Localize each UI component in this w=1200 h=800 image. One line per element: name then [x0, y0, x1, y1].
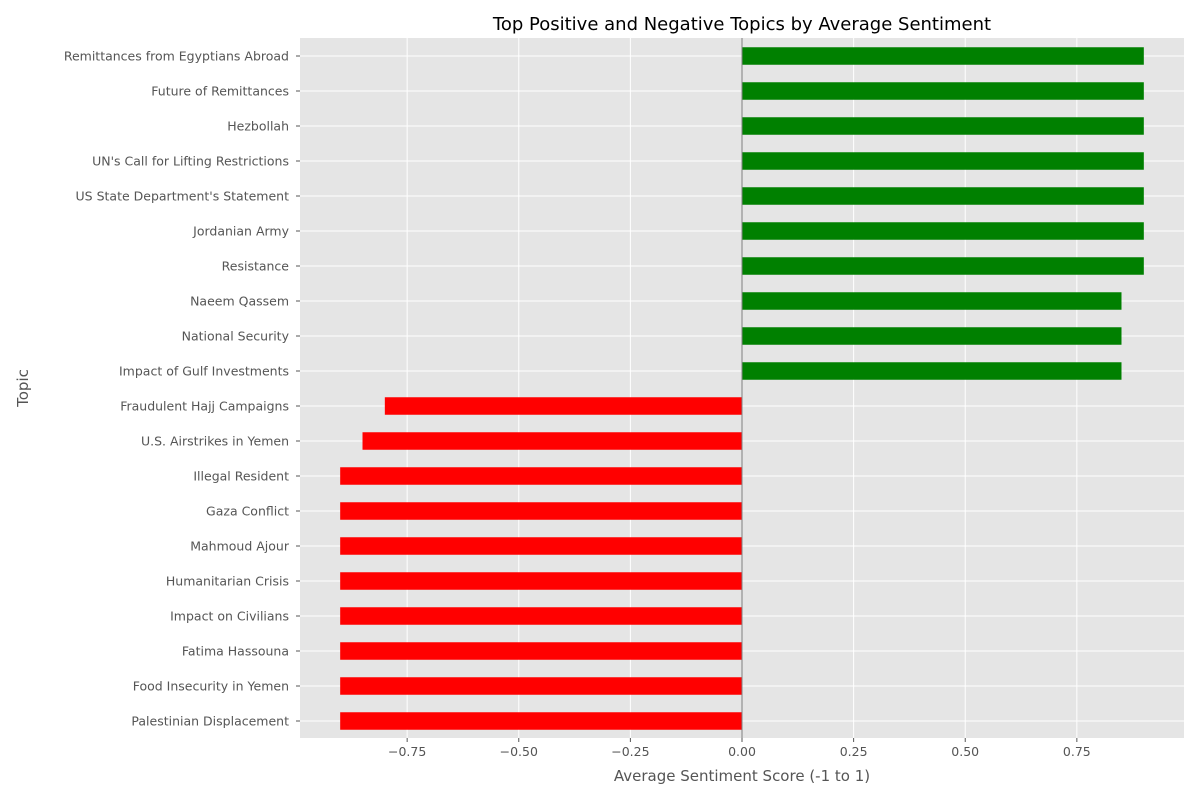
y-tick-label: Hezbollah: [227, 119, 289, 134]
y-tick-label: Gaza Conflict: [206, 504, 289, 519]
y-tick-label: Palestinian Displacement: [131, 714, 289, 729]
bar-16: [340, 607, 742, 625]
y-tick-label: Humanitarian Crisis: [166, 574, 289, 589]
bar-12: [340, 467, 742, 485]
x-tick-label: 0.50: [951, 744, 979, 759]
bar-18: [340, 677, 742, 695]
x-axis-label: Average Sentiment Score (-1 to 1): [614, 767, 870, 785]
y-tick-label: Food Insecurity in Yemen: [133, 679, 289, 694]
x-tick-label: −0.50: [500, 744, 538, 759]
bar-1: [742, 82, 1144, 100]
bar-15: [340, 572, 742, 590]
y-tick-label: National Security: [182, 329, 290, 344]
bar-8: [742, 327, 1122, 345]
bar-9: [742, 362, 1122, 380]
bar-14: [340, 537, 742, 555]
x-tick-label: −0.75: [388, 744, 426, 759]
x-tick-label: 0.25: [840, 744, 868, 759]
x-tick-label: 0.75: [1063, 744, 1091, 759]
y-tick-label: US State Department's Statement: [76, 189, 290, 204]
y-tick-labels: Remittances from Egyptians Abroad Future …: [64, 49, 300, 729]
y-tick-label: Fatima Hassouna: [182, 644, 289, 659]
y-tick-label: Resistance: [222, 259, 290, 274]
bar-7: [742, 292, 1122, 310]
x-tick-labels: −0.75 −0.50 −0.25 0.00 0.25 0.50 0.75: [388, 738, 1091, 759]
y-tick-label: Jordanian Army: [192, 224, 289, 239]
bar-11: [362, 432, 742, 450]
y-tick-label: Naeem Qassem: [190, 294, 289, 309]
y-tick-label: Future of Remittances: [151, 84, 289, 99]
y-axis-label: Topic: [14, 369, 32, 408]
y-tick-label: UN's Call for Lifting Restrictions: [92, 154, 289, 169]
chart-title: Top Positive and Negative Topics by Aver…: [492, 14, 991, 35]
bar-3: [742, 152, 1144, 170]
bar-19: [340, 712, 742, 730]
y-tick-label: Impact of Gulf Investments: [119, 364, 289, 379]
y-tick-label: U.S. Airstrikes in Yemen: [141, 434, 289, 449]
y-tick-label: Mahmoud Ajour: [190, 539, 290, 554]
bars: [340, 47, 1144, 730]
bar-5: [742, 222, 1144, 240]
bar-13: [340, 502, 742, 520]
x-tick-label: −0.25: [611, 744, 649, 759]
bar-0: [742, 47, 1144, 65]
x-tick-label: 0.00: [728, 744, 756, 759]
bar-2: [742, 117, 1144, 135]
bar-6: [742, 257, 1144, 275]
y-tick-label: Remittances from Egyptians Abroad: [64, 49, 289, 64]
y-tick-label: Fraudulent Hajj Campaigns: [120, 399, 289, 414]
bar-17: [340, 642, 742, 660]
bar-10: [384, 397, 742, 415]
y-tick-label: Illegal Resident: [193, 469, 289, 484]
bar-4: [742, 187, 1144, 205]
y-tick-label: Impact on Civilians: [170, 609, 289, 624]
